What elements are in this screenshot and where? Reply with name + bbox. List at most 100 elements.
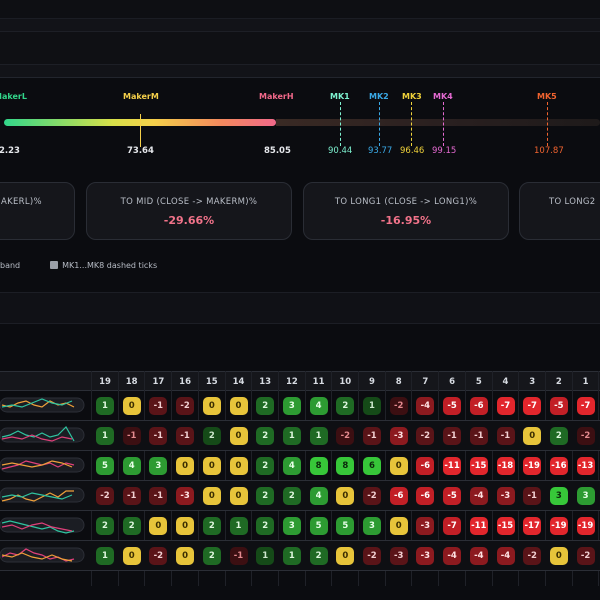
score-cell: -2 <box>176 397 195 415</box>
row-sparkline <box>0 547 85 563</box>
score-cell: 8 <box>309 457 328 475</box>
score-cell: -15 <box>496 517 515 535</box>
score-cell: -7 <box>576 397 595 415</box>
sparkline-series <box>1 398 73 408</box>
score-cell: 4 <box>122 457 141 475</box>
row-sparkline <box>0 426 85 443</box>
mk3-label: MK3 <box>402 92 422 101</box>
column-header: 5 <box>475 377 482 387</box>
distance-cards: AKERL)% TO MID (CLOSE -> MAKERM)% -29.66… <box>0 182 600 242</box>
score-cell: 0 <box>122 397 141 415</box>
mk2-label: MK2 <box>369 92 389 101</box>
score-cell: 5 <box>96 457 114 475</box>
maker-value-l: 2.23 <box>0 146 20 156</box>
column-header: 18 <box>125 377 138 387</box>
score-cell: 2 <box>256 427 275 445</box>
score-cell: -5 <box>443 397 462 415</box>
sparkline-series <box>1 490 74 502</box>
column-header: 11 <box>312 377 325 387</box>
card-value: -16.95% <box>380 214 432 227</box>
score-cell: 6 <box>363 457 381 475</box>
score-cell: 1 <box>229 517 248 535</box>
score-cell: -19 <box>549 517 568 535</box>
table-row: 1 0 -2 0 2 -1 1 1 2 0 -2 -3 -3 -4 -4 -4 -2 0 -2 <box>0 541 600 571</box>
sparkline-series <box>1 552 73 562</box>
score-cell: -1 <box>149 487 168 505</box>
score-cell: 2 <box>282 487 301 505</box>
score-cell: -1 <box>149 427 168 445</box>
score-cell: 2 <box>256 457 275 475</box>
score-cell: 0 <box>122 547 141 565</box>
mk5-tick <box>547 102 548 146</box>
column-header: 19 <box>99 377 111 387</box>
column-header: 4 <box>502 377 509 387</box>
card-title: TO LONG2 <box>549 197 596 207</box>
score-cell: -2 <box>363 547 381 565</box>
column-header: 3 <box>529 377 536 387</box>
score-cell: 1 <box>96 397 114 415</box>
score-cell: -13 <box>576 457 595 475</box>
column-header: 12 <box>285 377 298 387</box>
mk5-label: MK5 <box>537 92 557 101</box>
table-row: 1 0 -1 -2 0 0 2 3 4 2 1 -2 -4 -5 -6 -7 -7 -5 -7 <box>0 391 600 421</box>
score-cell: 5 <box>336 517 355 535</box>
score-cell: -4 <box>496 547 515 565</box>
column-header: 7 <box>422 377 429 387</box>
score-cell: -6 <box>389 487 408 505</box>
score-cell: -19 <box>523 457 542 475</box>
column-header: 9 <box>369 377 375 387</box>
table-row: -2 -1 -1 -3 0 0 2 2 4 0 -2 -6 -6 -5 -4 -3 -1 3 3 <box>0 481 600 511</box>
score-cell: -18 <box>496 457 515 475</box>
score-cell: 0 <box>229 487 248 505</box>
bottom-band <box>0 586 600 600</box>
score-cell: 1 <box>256 547 275 565</box>
legend-swatch <box>50 261 59 269</box>
mk3-value: 96.46 <box>400 146 425 156</box>
score-cell: -6 <box>416 457 435 475</box>
card-value: -29.66% <box>163 214 215 227</box>
top-panel-inner <box>0 31 600 65</box>
score-cell: 2 <box>256 487 275 505</box>
score-cell: 3 <box>149 457 168 475</box>
score-cell: 2 <box>122 517 141 535</box>
score-cell: 3 <box>363 517 381 535</box>
score-cell: -1 <box>523 487 542 505</box>
mk4-value: 99.15 <box>432 146 457 156</box>
sparkline-series <box>1 522 73 532</box>
score-cell: -2 <box>523 547 542 565</box>
legend-band-label: band <box>0 261 21 270</box>
score-cell: -15 <box>469 457 488 475</box>
mk1-label: MK1 <box>330 92 350 101</box>
maker-bar-tail <box>276 119 600 126</box>
score-cell: -4 <box>469 547 488 565</box>
score-cell: -16 <box>549 457 568 475</box>
score-cell: 2 <box>336 397 355 415</box>
score-cell: 1 <box>282 547 301 565</box>
score-cell: 0 <box>202 487 221 505</box>
row-sparkline <box>0 457 85 473</box>
score-cell: 0 <box>176 547 195 565</box>
score-cell: -1 <box>149 397 168 415</box>
score-cell: 1 <box>96 547 114 565</box>
score-cell: -2 <box>336 427 355 445</box>
legend-ticks-label: MK1...MK8 dashed ticks <box>62 261 158 270</box>
card-title: TO MID (CLOSE -> MAKERM)% <box>120 197 258 207</box>
score-cell: -3 <box>389 547 408 565</box>
score-cell: 2 <box>96 517 114 535</box>
column-header: 10 <box>339 377 352 387</box>
sparkline-series <box>1 434 73 442</box>
column-header: 17 <box>152 377 165 387</box>
score-cell: 1 <box>96 427 114 445</box>
score-cell: -6 <box>469 397 488 415</box>
score-cell: 1 <box>282 427 301 445</box>
score-cell: -5 <box>443 487 462 505</box>
column-header: 13 <box>259 377 272 387</box>
mk4-label: MK4 <box>433 92 453 101</box>
score-cell: -4 <box>469 487 488 505</box>
score-cell: 2 <box>256 397 275 415</box>
sparkline-series <box>1 520 75 534</box>
card-to-makerl: AKERL)% <box>0 182 75 240</box>
table-row: 1 -1 -1 -1 2 0 2 1 1 -2 -1 -3 -2 -1 -1 -1 0 2 -2 <box>0 421 600 451</box>
column-header: 16 <box>179 377 192 387</box>
column-header: 14 <box>232 377 245 387</box>
